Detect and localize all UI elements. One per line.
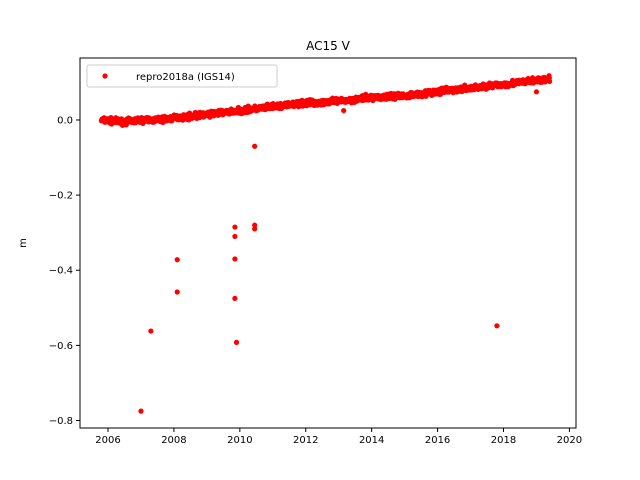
x-tick-label: 2010: [227, 435, 252, 446]
data-marks: [98, 73, 553, 414]
outlier-point: [341, 107, 347, 114]
x-tick-label: 2016: [425, 435, 450, 446]
outlier-point: [138, 408, 144, 414]
outlier-point: [232, 256, 238, 262]
outlier-point: [252, 143, 258, 149]
y-axis-label: m: [18, 238, 29, 248]
x-axis: 2006 2008 2010 2012 2014 2016 2018 2020: [95, 428, 582, 446]
outlier-point: [533, 89, 540, 95]
x-tick-label: 2006: [95, 435, 120, 446]
outlier-point: [232, 233, 238, 240]
legend-label: repro2018a (IGS14): [136, 72, 235, 83]
outlier-point: [252, 222, 258, 228]
x-tick-label: 2018: [491, 435, 516, 446]
outlier-point: [232, 224, 238, 230]
legend-marker: [102, 73, 108, 79]
y-tick-label: −0.2: [49, 191, 73, 202]
outlier-point: [252, 226, 258, 232]
outlier-point: [232, 295, 238, 302]
y-tick-label: 0.0: [57, 115, 73, 126]
x-tick-label: 2012: [293, 435, 318, 446]
outlier-point: [174, 257, 180, 263]
outlier-point: [174, 289, 180, 295]
outlier-point: [494, 323, 500, 329]
axes-frame: [79, 57, 577, 429]
y-tick-label: −0.4: [49, 266, 73, 277]
outlier-point: [233, 339, 240, 345]
legend: repro2018a (IGS14): [86, 64, 278, 88]
outlier-point: [148, 328, 154, 334]
x-tick-label: 2014: [359, 435, 384, 446]
x-tick-label: 2008: [161, 435, 186, 446]
y-tick-label: −0.6: [49, 341, 73, 352]
chart-title: AC15 V: [306, 39, 350, 53]
data-point: [547, 78, 553, 85]
x-tick-label: 2020: [557, 435, 582, 446]
y-tick-label: −0.8: [49, 416, 73, 427]
y-axis: 0.0 −0.2 −0.4 −0.6 −0.8: [49, 115, 80, 427]
legend-box: [86, 64, 278, 88]
